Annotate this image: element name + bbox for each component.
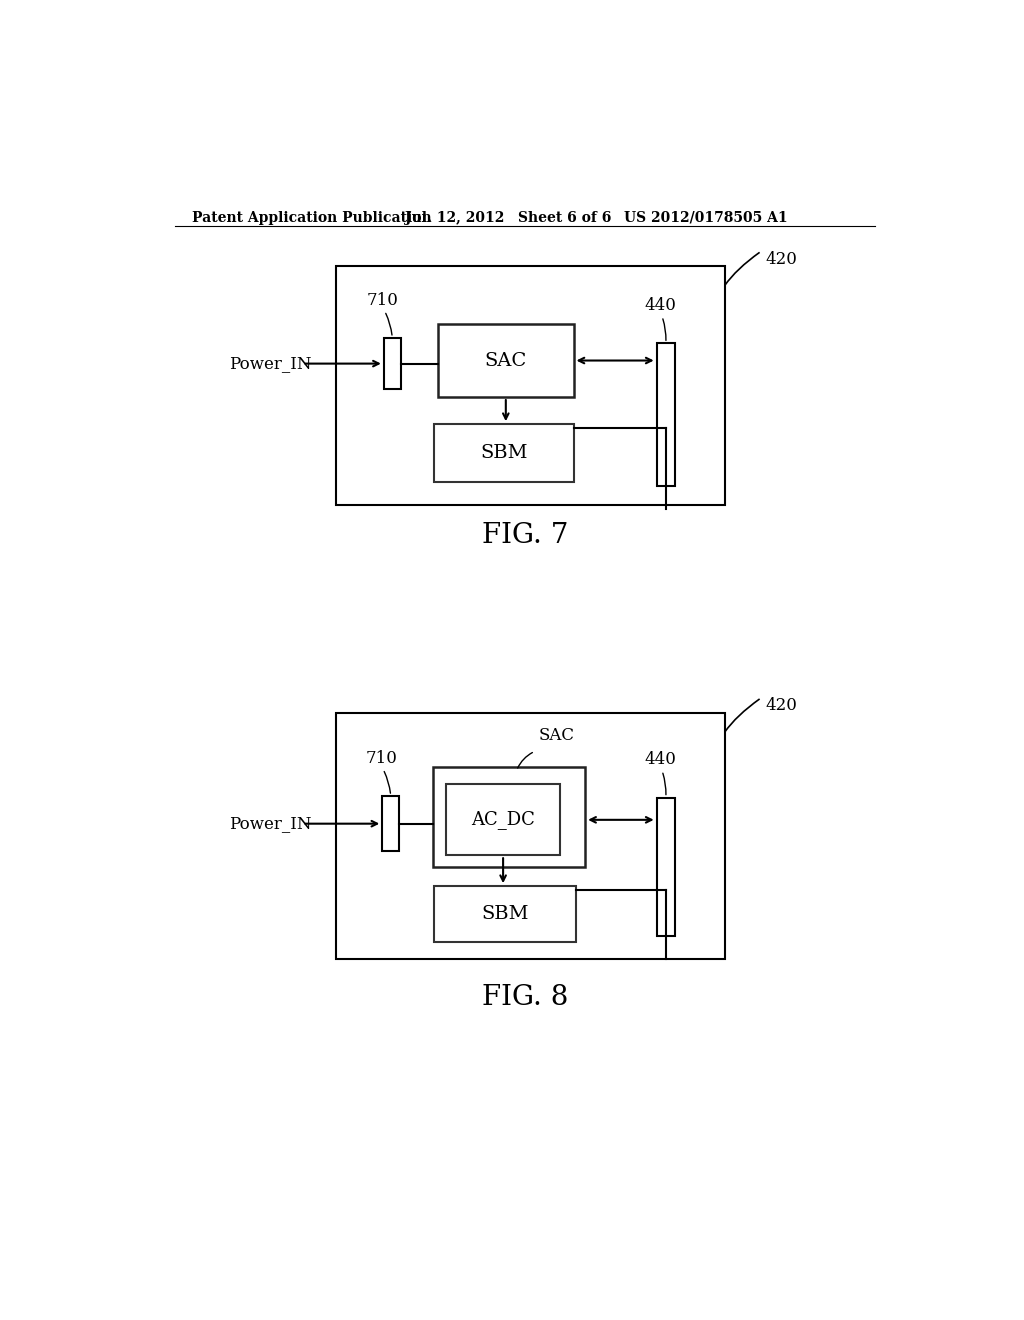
Bar [432, 767, 586, 867]
Bar [336, 713, 725, 960]
Text: SAC: SAC [539, 726, 574, 743]
Text: FIG. 7: FIG. 7 [481, 523, 568, 549]
Text: Sheet 6 of 6: Sheet 6 of 6 [518, 211, 611, 224]
Text: 440: 440 [644, 751, 677, 768]
Text: FIG. 8: FIG. 8 [481, 985, 568, 1011]
Bar [656, 797, 675, 936]
Text: 710: 710 [367, 292, 399, 309]
Text: SAC: SAC [484, 351, 527, 370]
Text: SBM: SBM [480, 444, 527, 462]
Bar [434, 886, 575, 942]
Bar [445, 784, 560, 855]
Bar [438, 323, 573, 397]
Bar [656, 343, 675, 486]
Text: AC_DC: AC_DC [471, 810, 535, 829]
Text: 710: 710 [366, 750, 397, 767]
Text: Power_IN: Power_IN [228, 816, 311, 832]
Text: Jul. 12, 2012: Jul. 12, 2012 [406, 211, 505, 224]
Text: SBM: SBM [481, 906, 528, 923]
Text: 440: 440 [644, 297, 677, 314]
Text: 420: 420 [765, 251, 797, 268]
Text: Power_IN: Power_IN [228, 355, 311, 372]
Bar [336, 267, 725, 506]
Bar [382, 796, 399, 851]
Text: 420: 420 [765, 697, 797, 714]
Bar [384, 338, 400, 389]
Text: US 2012/0178505 A1: US 2012/0178505 A1 [624, 211, 787, 224]
Text: Patent Application Publication: Patent Application Publication [193, 211, 432, 224]
Bar [434, 424, 573, 482]
